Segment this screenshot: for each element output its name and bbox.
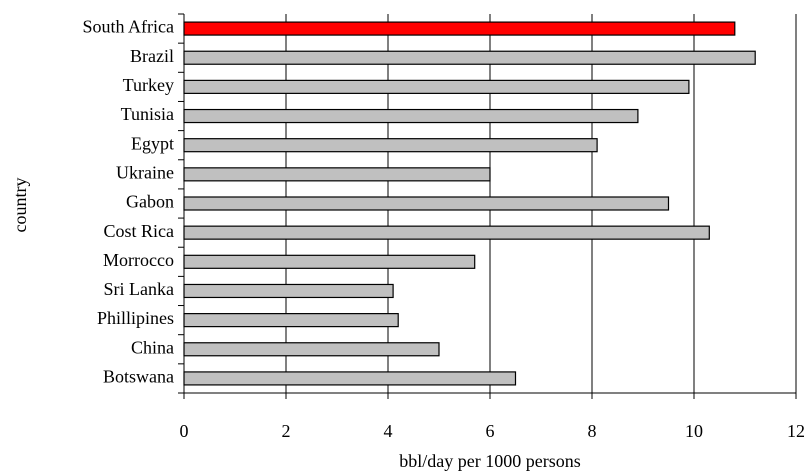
bar	[183, 254, 476, 269]
y-axis-title: country	[10, 178, 30, 233]
bar	[183, 371, 517, 386]
bar	[183, 50, 756, 65]
x-tick-label: 8	[588, 421, 597, 441]
bar	[183, 313, 399, 328]
y-tick-label: Phillipines	[97, 308, 174, 328]
y-tick-label: Turkey	[123, 75, 174, 95]
x-tick-label: 2	[282, 421, 291, 441]
x-axis-title: bbl/day per 1000 persons	[399, 451, 580, 471]
bar	[183, 196, 670, 211]
y-tick-label: Tunisia	[121, 104, 174, 124]
bar	[183, 21, 736, 36]
x-tick-label: 0	[180, 421, 189, 441]
y-tick-label: China	[131, 337, 174, 357]
x-tick-label: 12	[787, 421, 805, 441]
y-tick-label: Ukraine	[116, 162, 174, 182]
y-tick-label: Botswana	[103, 367, 174, 387]
y-tick-label: Egypt	[131, 133, 174, 153]
y-tick-label: Morrocco	[103, 250, 174, 270]
y-tick-label: South Africa	[83, 17, 175, 37]
y-tick-label: Brazil	[130, 46, 174, 66]
bar	[183, 283, 394, 299]
bar	[183, 167, 491, 182]
x-tick-label: 4	[384, 421, 393, 441]
bar	[183, 108, 639, 124]
y-tick-label: Sri Lanka	[104, 279, 174, 299]
bar	[183, 342, 440, 357]
bar	[183, 79, 690, 94]
y-tick-label: Gabon	[126, 192, 174, 212]
y-tick-label: Cost Rica	[104, 221, 175, 241]
bar	[183, 138, 598, 153]
bar	[183, 225, 710, 240]
x-tick-label: 10	[685, 421, 703, 441]
x-tick-label: 6	[486, 421, 495, 441]
